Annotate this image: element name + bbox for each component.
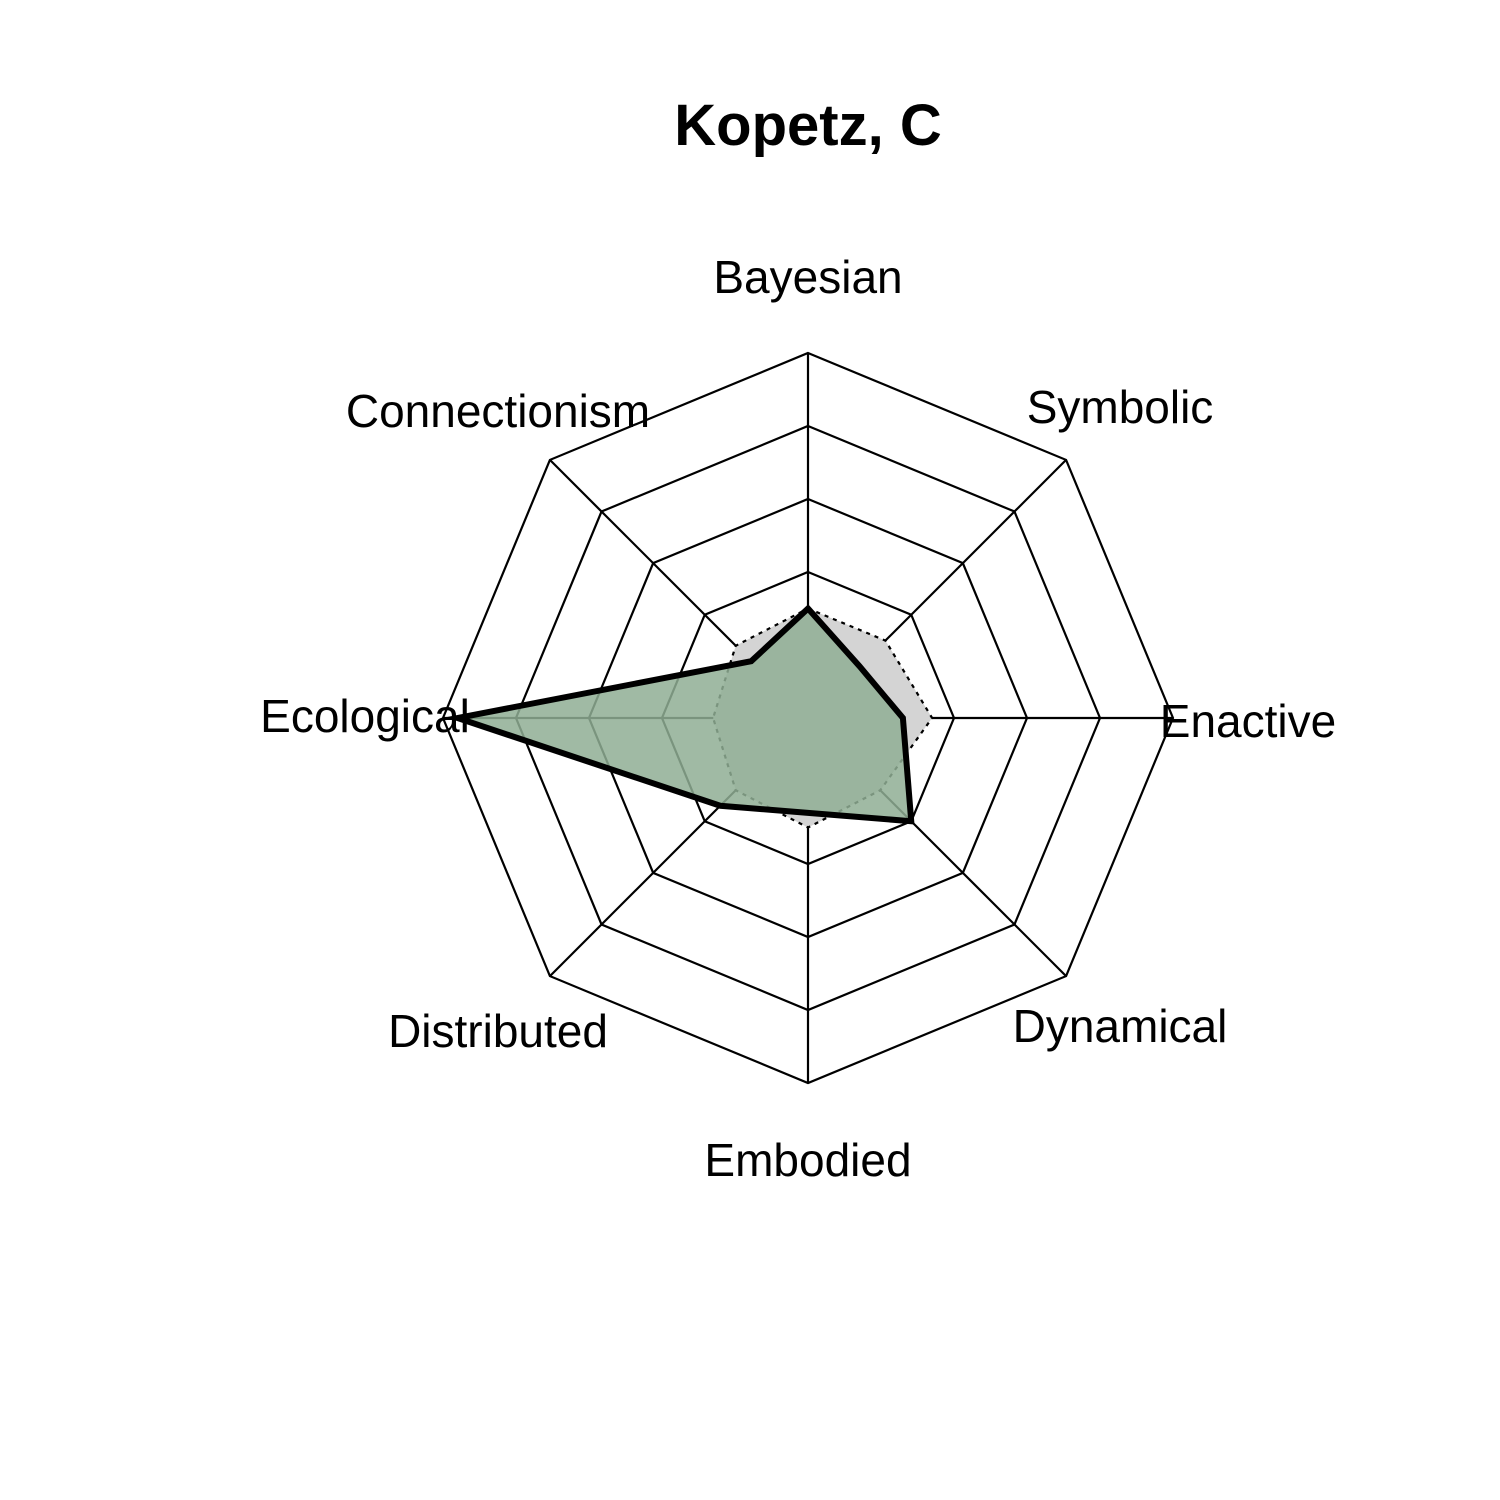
axis-label-enactive: Enactive <box>1160 695 1336 747</box>
axis-label-bayesian: Bayesian <box>713 251 902 303</box>
axis-label-symbolic: Symbolic <box>1027 381 1214 433</box>
series-polygon-1 <box>445 604 915 825</box>
chart-title: Kopetz, C <box>674 93 941 158</box>
axis-label-ecological: Ecological <box>260 690 470 742</box>
axis-label-embodied: Embodied <box>704 1134 911 1186</box>
series-layer <box>445 604 934 829</box>
axis-label-distributed: Distributed <box>388 1005 608 1057</box>
axis-label-dynamical: Dynamical <box>1013 1000 1228 1052</box>
axis-label-connectionism: Connectionism <box>346 385 650 437</box>
axis-labels: Bayesian Symbolic Enactive Dynamical Embodie… <box>260 251 1336 1186</box>
